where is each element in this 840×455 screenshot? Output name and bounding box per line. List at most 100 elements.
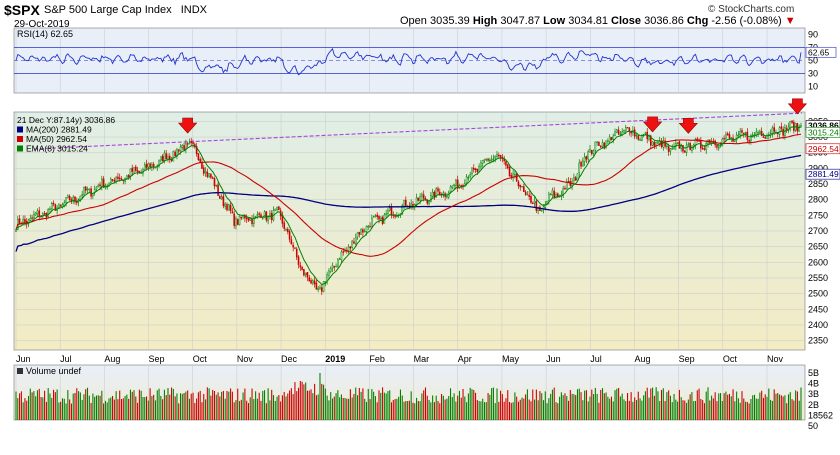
candle-body bbox=[59, 204, 62, 207]
candle-body bbox=[217, 184, 219, 196]
month-label: Jul bbox=[590, 354, 602, 364]
volume-bar bbox=[500, 390, 502, 420]
candle-body bbox=[492, 158, 495, 160]
volume-bar bbox=[156, 390, 158, 420]
candle-body bbox=[24, 219, 26, 223]
candle-body bbox=[294, 247, 296, 249]
candle-body bbox=[598, 141, 600, 146]
volume-bar bbox=[326, 395, 328, 420]
volume-bar bbox=[796, 391, 798, 420]
volume-bar bbox=[441, 394, 443, 420]
volume-bar bbox=[36, 390, 38, 420]
open-label: Open bbox=[400, 15, 427, 27]
candle-body bbox=[120, 178, 123, 180]
low-label: Low bbox=[543, 15, 566, 27]
candle-body bbox=[728, 134, 731, 139]
volume-bar bbox=[584, 390, 586, 420]
volume-bar bbox=[54, 392, 56, 420]
candle-body bbox=[210, 174, 212, 178]
volume-bar bbox=[446, 398, 448, 420]
volume-bar bbox=[482, 398, 484, 420]
candle-body bbox=[310, 280, 312, 284]
volume-bar bbox=[185, 391, 187, 420]
legend-swatch bbox=[17, 136, 23, 142]
candle-body bbox=[551, 190, 554, 196]
volume-bar bbox=[385, 393, 387, 420]
candle-body bbox=[778, 127, 781, 135]
candle-body bbox=[557, 193, 559, 197]
volume-bar bbox=[378, 390, 380, 420]
volume-bar bbox=[383, 392, 385, 420]
volume-bar bbox=[362, 388, 364, 420]
volume-bar bbox=[174, 396, 176, 420]
red-arrow-icon bbox=[678, 117, 699, 134]
volume-bar bbox=[287, 393, 289, 420]
ema8-line bbox=[15, 126, 802, 286]
volume-bar bbox=[521, 397, 523, 420]
candle-body bbox=[472, 167, 475, 170]
candle-body bbox=[285, 229, 287, 231]
candle-body bbox=[678, 141, 681, 149]
volume-bar bbox=[128, 398, 130, 420]
candle-body bbox=[176, 149, 178, 157]
volume-bar bbox=[228, 391, 230, 420]
candle-body bbox=[265, 211, 268, 221]
volume-bar bbox=[276, 396, 278, 420]
candle-body bbox=[605, 140, 607, 149]
candle-body bbox=[405, 199, 407, 207]
volume-bar bbox=[571, 393, 573, 420]
candle-body bbox=[691, 147, 693, 151]
candle-body bbox=[228, 204, 230, 211]
candle-body bbox=[573, 177, 575, 182]
volume-bar bbox=[179, 393, 182, 420]
price-tick-label: 2700 bbox=[808, 226, 828, 236]
volume-bar bbox=[475, 392, 477, 420]
candle-body bbox=[612, 135, 615, 140]
candle-body bbox=[785, 128, 788, 130]
volume-bar bbox=[133, 390, 135, 420]
candle-body bbox=[508, 167, 511, 176]
candle-body bbox=[419, 196, 421, 201]
volume-bar bbox=[144, 397, 146, 420]
candle-body bbox=[222, 195, 225, 207]
volume-bar bbox=[90, 402, 92, 420]
volume-bar bbox=[491, 388, 493, 420]
volume-label: Volume undef bbox=[26, 366, 82, 376]
volume-bar bbox=[703, 403, 705, 420]
resistance-trendline bbox=[33, 112, 803, 150]
candle-body bbox=[616, 129, 618, 133]
volume-bar bbox=[265, 403, 267, 420]
candle-body bbox=[245, 217, 248, 220]
volume-bar bbox=[432, 395, 434, 420]
volume-bar bbox=[328, 400, 330, 420]
candle-body bbox=[683, 150, 686, 153]
candle-body bbox=[58, 204, 60, 208]
candle-body bbox=[624, 127, 627, 131]
candle-body bbox=[50, 203, 53, 209]
volume-bar bbox=[719, 393, 722, 420]
candle-body bbox=[385, 213, 387, 215]
volume-bar bbox=[69, 399, 71, 420]
candle-body bbox=[707, 140, 709, 144]
volume-bar bbox=[705, 391, 707, 420]
candle-body bbox=[15, 229, 17, 232]
volume-bar bbox=[761, 390, 763, 420]
open-value: 3035.39 bbox=[429, 15, 470, 27]
volume-bar bbox=[601, 388, 604, 420]
volume-bar bbox=[737, 398, 739, 420]
candle-body bbox=[483, 159, 486, 161]
volume-bar bbox=[795, 390, 797, 420]
volume-bar bbox=[355, 387, 357, 420]
volume-bar bbox=[346, 398, 348, 420]
candle-body bbox=[256, 213, 259, 216]
volume-bar bbox=[507, 390, 509, 420]
ma50-line bbox=[15, 133, 802, 257]
candle-body bbox=[288, 231, 291, 240]
volume-bar bbox=[580, 392, 582, 420]
volume-bar bbox=[160, 395, 162, 420]
volume-bar bbox=[598, 402, 600, 420]
volume-bar bbox=[407, 401, 409, 420]
volume-bar bbox=[666, 392, 668, 420]
volume-bar bbox=[149, 388, 151, 420]
candle-body bbox=[505, 161, 507, 166]
